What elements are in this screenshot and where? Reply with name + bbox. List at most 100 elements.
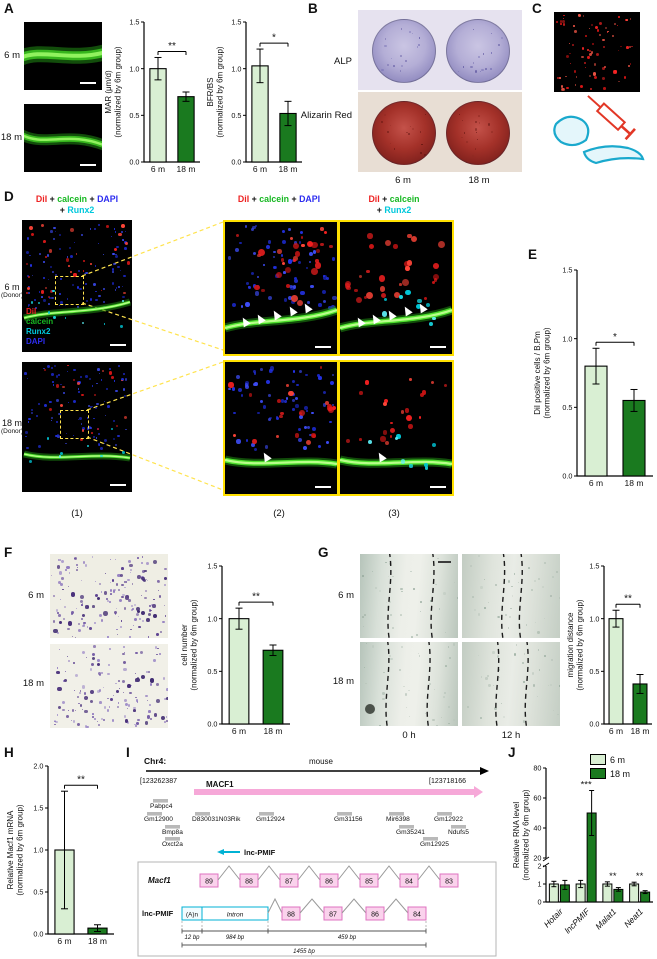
gene-label: Ndufs5 (448, 829, 469, 836)
migration-image-18m-12h (462, 642, 560, 726)
gene-label: Gm12925 (420, 841, 449, 848)
alizarin-red-label: Alizarin Red (300, 110, 352, 121)
svg-text:20: 20 (533, 854, 541, 863)
row-label-donor: (Donor) (0, 292, 24, 299)
row-label-donor: (Donor) (0, 428, 24, 435)
panel-a-label: A (4, 1, 14, 16)
calcein-labeling-image-18m (24, 104, 102, 172)
svg-text:1.0: 1.0 (589, 614, 599, 623)
svg-text:80: 80 (533, 764, 541, 773)
significance: ** (609, 871, 617, 882)
svg-text:84: 84 (413, 912, 421, 919)
svg-text:1.5: 1.5 (589, 562, 599, 571)
svg-text:(A)n: (A)n (186, 912, 198, 919)
lnc-pmif-exon (365, 906, 385, 921)
y-axis-title: Relative RNA level (512, 802, 521, 868)
crystal-violet-image-18m (50, 644, 168, 728)
chart-relative-rna-level: Relative RNA level (normalized by 6m grou… (512, 764, 653, 935)
svg-text:1.0: 1.0 (207, 614, 217, 623)
svg-text:18 m: 18 m (631, 726, 650, 736)
svg-text:(normalized by 6m group): (normalized by 6m group) (16, 804, 25, 895)
gene-label: Gm12924 (256, 816, 285, 823)
column-number-2: (2) (273, 508, 285, 519)
macf1-exon (279, 873, 299, 888)
scale-bar (80, 81, 96, 84)
significance: *** (581, 780, 592, 791)
svg-text:87: 87 (285, 879, 293, 886)
svg-text:1.5: 1.5 (207, 562, 217, 571)
coord-start: [123262387 (140, 778, 177, 785)
svg-text:40: 40 (533, 824, 541, 833)
y-axis-title: migration distance (566, 612, 575, 677)
gene-label: Gm35241 (396, 829, 425, 836)
if-image-18m-zoom-runx2 (338, 360, 454, 496)
chromosome-label: Chr4: (144, 756, 166, 766)
panel-g-label: G (318, 545, 329, 560)
scale-bar (315, 485, 331, 488)
zoom-region-box (60, 410, 89, 439)
svg-text:18 m: 18 m (177, 164, 196, 174)
culture-well (372, 19, 436, 83)
svg-text:2.0: 2.0 (33, 762, 43, 771)
column-header-dii-calcein-runx2: DiI + calcein + Runx2 (368, 194, 420, 215)
gene-locus-diagram: Chr4: [123262387 mouse [123718166 MACF1 Pabpc… (137, 756, 497, 957)
svg-text:6 m: 6 m (151, 164, 165, 174)
migration-image-6m-12h (462, 554, 560, 638)
significance: ** (77, 775, 85, 786)
panel-b-col-18m: 18 m (468, 175, 490, 186)
svg-text:6 m: 6 m (57, 936, 71, 946)
svg-text:1.0: 1.0 (562, 334, 572, 343)
chart-bfr-bs: BFR/BS (normalized by 6m group) 0.0 0.5 1.0 1… (206, 18, 302, 174)
y-axis-title: BFR/BS (206, 78, 215, 107)
svg-text:60: 60 (533, 794, 541, 803)
significance: * (613, 332, 617, 343)
svg-text:(normalized by 6m group): (normalized by 6m group) (576, 599, 585, 690)
svg-text:0.0: 0.0 (231, 158, 241, 167)
legend-label-18m: 18 m (610, 768, 631, 779)
column-header-dii-calcein-dapi: DiI + calcein + DAPI (237, 194, 321, 204)
svg-text:0.0: 0.0 (562, 472, 572, 481)
svg-text:0.0: 0.0 (129, 158, 139, 167)
svg-text:0.5: 0.5 (129, 111, 139, 120)
if-image-6m-merge: DiI calcein Runx2 DAPI (22, 220, 132, 352)
scale-459bp: 459 bp (338, 935, 357, 941)
gene-label: Oxct2a (162, 841, 183, 848)
species-label: mouse (309, 757, 334, 766)
legend-item-6m: 6 m (590, 754, 630, 765)
legend-swatch-6m (590, 754, 606, 765)
column-number-1: (1) (71, 508, 83, 519)
if-image-6m-zoom-runx2 (338, 220, 454, 356)
macf1-exon (439, 873, 459, 888)
bar-0 (608, 618, 624, 725)
svg-text:Malat1: Malat1 (593, 906, 618, 931)
macf1-gene-label: MACF1 (206, 780, 234, 789)
lnc-pmif-transcript-label: lnc-PMIF (142, 909, 174, 918)
svg-text:18 m: 18 m (264, 726, 283, 736)
y-axis-title: cell number (180, 624, 189, 666)
lnc-pmif-exon (407, 906, 427, 921)
significance: * (272, 33, 276, 44)
svg-text:0.5: 0.5 (33, 888, 43, 897)
bar-0 (228, 618, 250, 725)
panel-j-label: J (508, 745, 516, 760)
svg-text:Neat1: Neat1 (622, 906, 645, 929)
bar-Malat1-6m (602, 883, 613, 903)
svg-text:88: 88 (287, 912, 295, 919)
legend: 6 m 18 m (590, 754, 630, 782)
channel-legend: DiI calcein Runx2 DAPI (26, 307, 54, 346)
svg-text:1.5: 1.5 (231, 18, 241, 27)
svg-text:1.0: 1.0 (231, 64, 241, 73)
svg-text:18 m: 18 m (279, 164, 298, 174)
svg-text:0.5: 0.5 (207, 667, 217, 676)
svg-text:2: 2 (537, 862, 541, 871)
if-image-6m-zoom-dapi (223, 220, 339, 356)
svg-text:87: 87 (329, 912, 337, 919)
svg-text:86: 86 (325, 879, 333, 886)
macf1-exon (199, 873, 219, 888)
svg-text:6 m: 6 m (589, 478, 603, 488)
panel-b-label: B (308, 1, 318, 16)
bar-0 (149, 68, 167, 163)
gene-label: Gm31156 (334, 816, 363, 823)
svg-text:18 m: 18 m (88, 936, 107, 946)
